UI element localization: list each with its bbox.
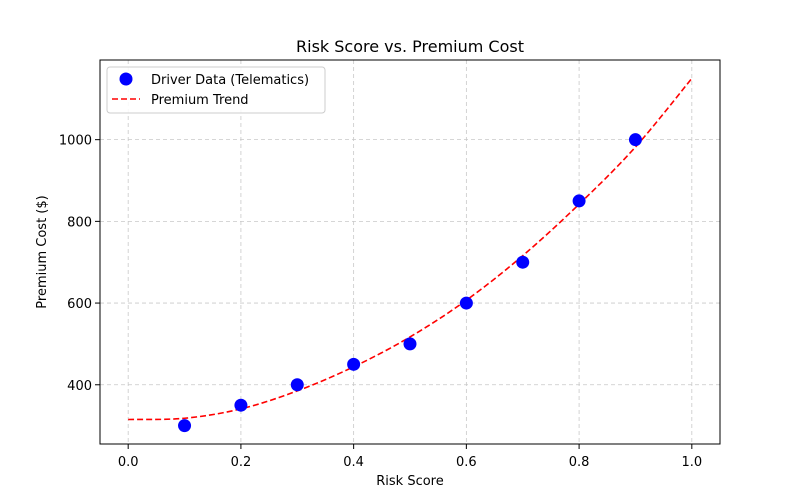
premium-trend-line (128, 77, 693, 421)
y-tick-label: 600 (67, 297, 92, 312)
data-point (459, 296, 473, 310)
plot-area-frame (99, 59, 721, 445)
y-tick-label: 800 (67, 215, 92, 230)
scatter-points-layer (178, 133, 642, 433)
data-point (347, 357, 361, 371)
x-tick-label: 0.6 (456, 455, 477, 470)
data-point (234, 398, 248, 412)
data-point (403, 337, 417, 351)
y-axis-ticks: 400 600 800 1000 (59, 134, 100, 394)
trend-line-layer (128, 77, 693, 421)
x-tick-label: 1.0 (681, 455, 702, 470)
grid (100, 60, 720, 444)
data-point (290, 378, 304, 392)
x-axis-label: Risk Score (376, 474, 444, 489)
data-point (628, 133, 642, 147)
y-tick-label: 1000 (59, 134, 92, 149)
chart-title: Risk Score vs. Premium Cost (296, 37, 524, 56)
data-point (516, 255, 530, 269)
x-tick-label: 0.4 (343, 455, 364, 470)
legend: Driver Data (Telematics) Premium Trend (106, 66, 326, 114)
x-tick-label: 0.8 (569, 455, 590, 470)
legend-marker-scatter (119, 72, 133, 86)
legend-label-trend: Premium Trend (151, 93, 249, 108)
legend-box (106, 66, 326, 114)
data-point (178, 419, 192, 433)
x-tick-label: 0.0 (118, 455, 139, 470)
x-axis-ticks: 0.0 0.2 0.4 0.6 0.8 1.0 (118, 444, 702, 470)
x-tick-label: 0.2 (231, 455, 252, 470)
data-point (572, 194, 586, 208)
legend-label-scatter: Driver Data (Telematics) (151, 73, 309, 88)
y-axis-label: Premium Cost ($) (35, 195, 50, 308)
y-tick-label: 400 (67, 379, 92, 394)
